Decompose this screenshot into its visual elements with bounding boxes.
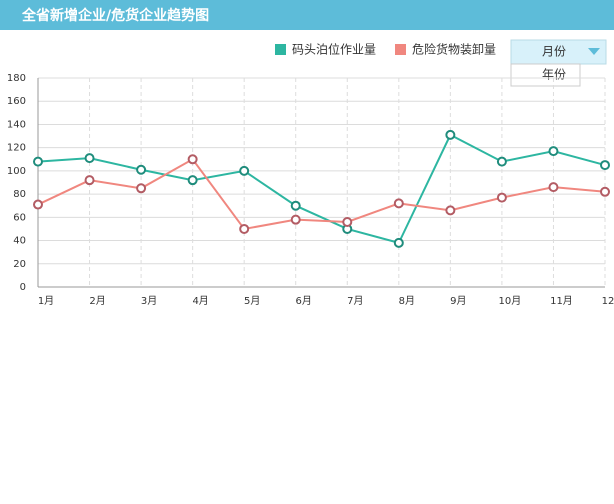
point-marker <box>290 214 301 225</box>
chart-title: 全省新增企业/危货企业趋势图 <box>21 7 209 24</box>
series-line <box>37 133 606 245</box>
dropdown[interactable]: 月份 年份 <box>510 39 607 87</box>
x-tick-label: 8月 <box>399 295 415 307</box>
x-tick-label: 9月 <box>450 295 466 307</box>
point-marker <box>342 216 353 227</box>
point-marker <box>33 199 43 210</box>
header-bar <box>0 0 614 30</box>
y-tick-label: 80 <box>13 189 26 200</box>
y-tick-label: 140 <box>7 119 26 130</box>
point-marker <box>548 146 559 157</box>
point-marker <box>187 175 198 186</box>
x-tick-label: 7月 <box>347 295 363 307</box>
x-tick-label: 6月 <box>296 295 312 307</box>
legend-swatch <box>395 44 406 55</box>
dropdown-option[interactable]: 年份 <box>542 68 566 82</box>
dropdown-option-box[interactable] <box>510 63 581 87</box>
y-tick-label: 100 <box>7 166 26 177</box>
point-marker <box>393 237 404 248</box>
x-tick-label: 12月 <box>602 295 614 307</box>
point-marker <box>136 164 147 175</box>
x-tick-label: 4月 <box>192 295 208 307</box>
point-marker <box>496 192 507 203</box>
point-marker <box>290 200 301 211</box>
dropdown-selected[interactable]: 月份 <box>542 45 566 59</box>
x-tick-label: 11月 <box>550 295 573 307</box>
y-tick-label: 60 <box>13 212 26 223</box>
x-tick-label: 3月 <box>141 295 157 307</box>
point-marker <box>496 156 507 167</box>
point-marker <box>445 129 456 140</box>
point-marker <box>33 156 43 167</box>
point-marker <box>239 223 250 234</box>
y-tick-label: 40 <box>13 236 26 247</box>
point-marker <box>445 205 456 216</box>
y-tick-label: 0 <box>20 282 26 293</box>
x-tick-label: 5月 <box>244 295 260 307</box>
point-marker <box>84 175 95 186</box>
point-marker <box>393 198 404 209</box>
legend-label: 码头泊位作业量 <box>292 42 376 57</box>
y-tick-label: 180 <box>7 73 26 84</box>
point-marker <box>239 165 250 176</box>
x-tick-label: 2月 <box>89 295 105 307</box>
x-tick-label: 10月 <box>499 295 522 307</box>
point-marker <box>600 186 610 197</box>
dropdown-arrow[interactable] <box>588 48 600 55</box>
y-tick-label: 120 <box>7 143 26 154</box>
legend-swatch <box>275 44 286 55</box>
legend-label: 危险货物装卸量 <box>412 42 496 57</box>
point-marker <box>84 153 95 164</box>
series-line <box>37 157 606 231</box>
point-marker <box>600 160 610 171</box>
y-tick-label: 20 <box>13 259 26 270</box>
point-marker <box>136 183 147 194</box>
y-tick-label: 160 <box>7 96 26 107</box>
dropdown-box[interactable] <box>510 39 607 65</box>
x-tick-label: 1月 <box>38 295 54 307</box>
point-marker <box>548 182 559 193</box>
point-marker <box>187 154 198 165</box>
